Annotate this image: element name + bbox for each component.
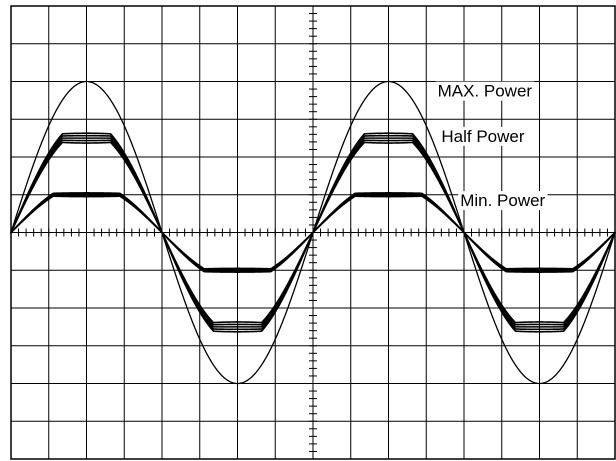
label-background	[458, 191, 548, 211]
label-max-power: MAX. Power	[438, 82, 533, 101]
trace-labels: MAX. Power Half Power Min. Power	[435, 81, 548, 211]
trace-min-power	[10, 192, 616, 270]
label-half-power: Half Power	[441, 127, 524, 146]
label-background	[439, 126, 527, 146]
label-background	[435, 81, 535, 101]
label-min-power: Min. Power	[460, 191, 545, 210]
plot-frame	[10, 5, 616, 460]
waveform-traces	[10, 80, 616, 385]
